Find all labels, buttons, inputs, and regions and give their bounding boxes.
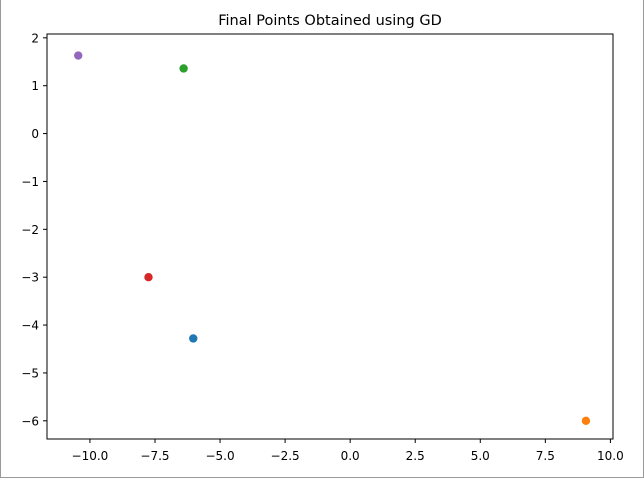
x-tick-label: 0.0 — [341, 449, 360, 463]
y-tick-label: 1 — [31, 79, 39, 93]
x-tick-label: 5.0 — [471, 449, 490, 463]
scatter-point — [74, 51, 83, 60]
y-tick-label: −2 — [21, 223, 39, 237]
data-points — [74, 51, 591, 426]
y-tick-label: −1 — [21, 175, 39, 189]
y-tick-label: −3 — [21, 271, 39, 285]
chart-title: Final Points Obtained using GD — [218, 13, 442, 29]
x-tick-label: −2.5 — [271, 449, 300, 463]
x-axis: −10.0 −7.5 −5.0 −2.5 0.0 2.5 5.0 7.5 10.0 — [72, 439, 624, 463]
y-axis: −6 −5 −4 −3 −2 −1 0 1 2 — [21, 31, 47, 428]
y-tick-label: 2 — [31, 31, 39, 45]
x-tick-label: −7.5 — [140, 449, 169, 463]
y-tick-label: −6 — [21, 414, 39, 428]
y-tick-label: 0 — [31, 127, 39, 141]
x-tick-label: −5.0 — [205, 449, 234, 463]
x-tick-label: 2.5 — [406, 449, 425, 463]
scatter-point — [581, 416, 591, 426]
x-tick-label: −10.0 — [72, 449, 109, 463]
x-tick-label: 7.5 — [536, 449, 555, 463]
scatter-point — [144, 272, 153, 282]
scatter-point — [179, 64, 188, 73]
y-tick-label: −4 — [21, 319, 39, 333]
scatter-point — [189, 334, 198, 343]
y-tick-label: −5 — [21, 366, 39, 380]
x-tick-label: 10.0 — [597, 449, 624, 463]
plot-area — [46, 33, 614, 440]
